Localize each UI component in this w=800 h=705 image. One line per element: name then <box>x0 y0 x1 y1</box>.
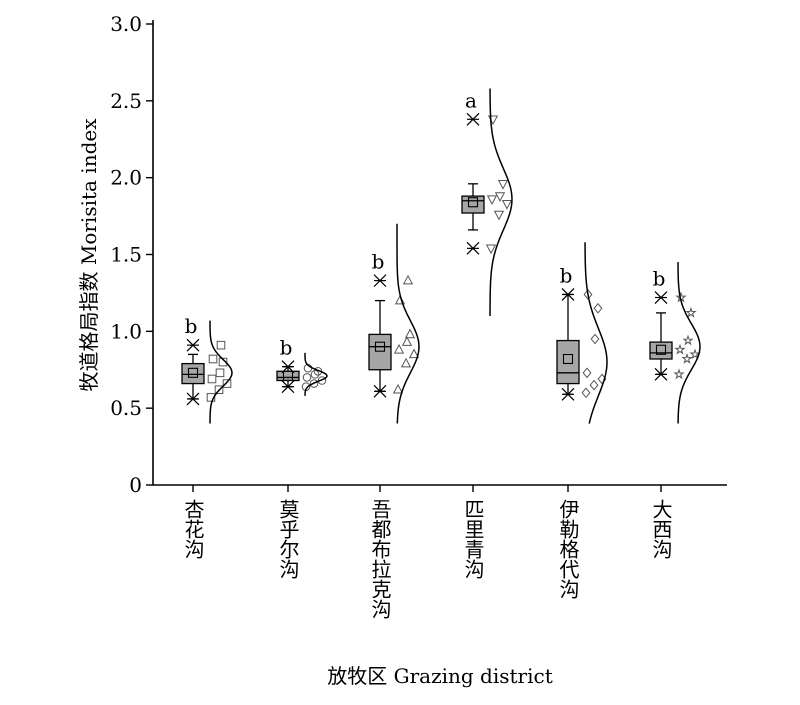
density-curve <box>489 88 513 316</box>
data-point <box>215 368 225 378</box>
outlier-marker <box>654 291 668 304</box>
data-point <box>207 374 217 384</box>
data-point <box>393 343 405 354</box>
data-point <box>493 210 505 221</box>
axes: 0 0.5 1.0 1.5 2.0 2.5 3.0 杏花沟 莫乎尔沟 吾都布拉克沟 匹里青沟 伊勒格代… <box>110 12 727 619</box>
groups: b b b a b b <box>181 88 701 424</box>
data-point <box>682 334 694 346</box>
y-tick-label: 0.5 <box>110 396 142 420</box>
mean-marker <box>655 344 667 355</box>
data-point <box>392 383 404 394</box>
x-category-label: 莫乎尔沟 <box>276 499 300 579</box>
x-axis-label: 放牧区 Grazing district <box>327 664 553 688</box>
y-tick-label: 1.0 <box>110 319 142 343</box>
box <box>368 333 392 371</box>
data-point <box>222 379 232 388</box>
data-point <box>674 343 686 355</box>
outlier-marker <box>186 392 200 406</box>
data-point <box>317 376 327 385</box>
density-curve <box>584 242 608 424</box>
data-point <box>408 348 420 359</box>
significance-letter: b <box>653 267 666 291</box>
box <box>276 370 300 382</box>
data-point <box>402 274 414 285</box>
x-category-label: 吾都布拉克沟 <box>368 499 392 619</box>
density-curve <box>304 352 328 396</box>
mean-marker <box>562 353 574 365</box>
significance-letter: b <box>185 314 198 338</box>
data-point <box>302 373 312 382</box>
data-point <box>494 192 506 202</box>
data-point <box>404 328 416 339</box>
data-point <box>501 199 513 210</box>
data-point <box>685 306 697 318</box>
x-category-label: 杏花沟 <box>181 499 205 559</box>
data-point <box>400 357 412 368</box>
data-point <box>593 302 603 314</box>
significance-letter: b <box>372 250 385 274</box>
data-point <box>497 180 509 190</box>
outlier-marker <box>373 384 387 398</box>
outlier-marker <box>466 241 480 255</box>
significance-letter: b <box>280 336 293 360</box>
y-tick-label: 3.0 <box>110 12 142 36</box>
mean-marker <box>467 197 479 208</box>
data-point <box>208 354 218 364</box>
data-point <box>485 244 497 255</box>
data-point <box>689 348 701 360</box>
mean-marker <box>187 367 199 378</box>
x-category-label: 大西沟 <box>649 499 673 559</box>
box <box>461 195 485 214</box>
data-point <box>581 387 591 399</box>
mean-marker <box>374 341 386 352</box>
outlier-marker <box>561 387 575 401</box>
box <box>556 339 580 385</box>
box <box>649 341 673 360</box>
data-point <box>401 336 413 346</box>
data-point <box>673 368 685 380</box>
box-group: b <box>181 314 233 424</box>
data-point <box>582 367 592 379</box>
data-point <box>486 195 498 206</box>
outlier-marker <box>281 360 295 374</box>
box-group: b <box>556 242 608 424</box>
y-axis-label: 牧道格局指数 Morisita index <box>77 118 101 392</box>
box <box>181 362 205 385</box>
significance-letter: a <box>465 88 477 112</box>
data-point <box>214 385 224 395</box>
x-category-label: 伊勒格代沟 <box>556 499 580 599</box>
y-tick-label: 0 <box>129 473 142 497</box>
mean-marker <box>282 370 294 381</box>
y-tick-label: 1.5 <box>110 243 142 267</box>
data-point <box>310 370 320 379</box>
outlier-marker <box>186 338 200 352</box>
outlier-marker <box>654 367 668 381</box>
outlier-marker <box>281 380 295 394</box>
box-group: b <box>276 336 328 396</box>
outlier-marker <box>466 112 480 126</box>
x-category-label: 匹里青沟 <box>461 499 485 579</box>
data-point <box>216 340 226 350</box>
outlier-marker <box>373 274 387 288</box>
data-point <box>206 393 216 402</box>
data-point <box>681 353 693 364</box>
data-point <box>589 379 599 391</box>
data-point <box>590 333 600 345</box>
data-point <box>218 357 228 367</box>
data-point <box>309 379 319 388</box>
y-tick-label: 2.0 <box>110 166 142 190</box>
box-group: a <box>461 88 513 316</box>
box-group: b <box>368 223 420 424</box>
density-curve <box>396 223 420 424</box>
outlier-marker <box>561 288 575 301</box>
density-curve <box>209 320 233 424</box>
y-tick-label: 2.5 <box>110 89 142 113</box>
significance-letter: b <box>560 263 573 287</box>
data-point <box>583 289 593 300</box>
box-group: b <box>649 262 701 424</box>
density-curve <box>677 262 701 424</box>
